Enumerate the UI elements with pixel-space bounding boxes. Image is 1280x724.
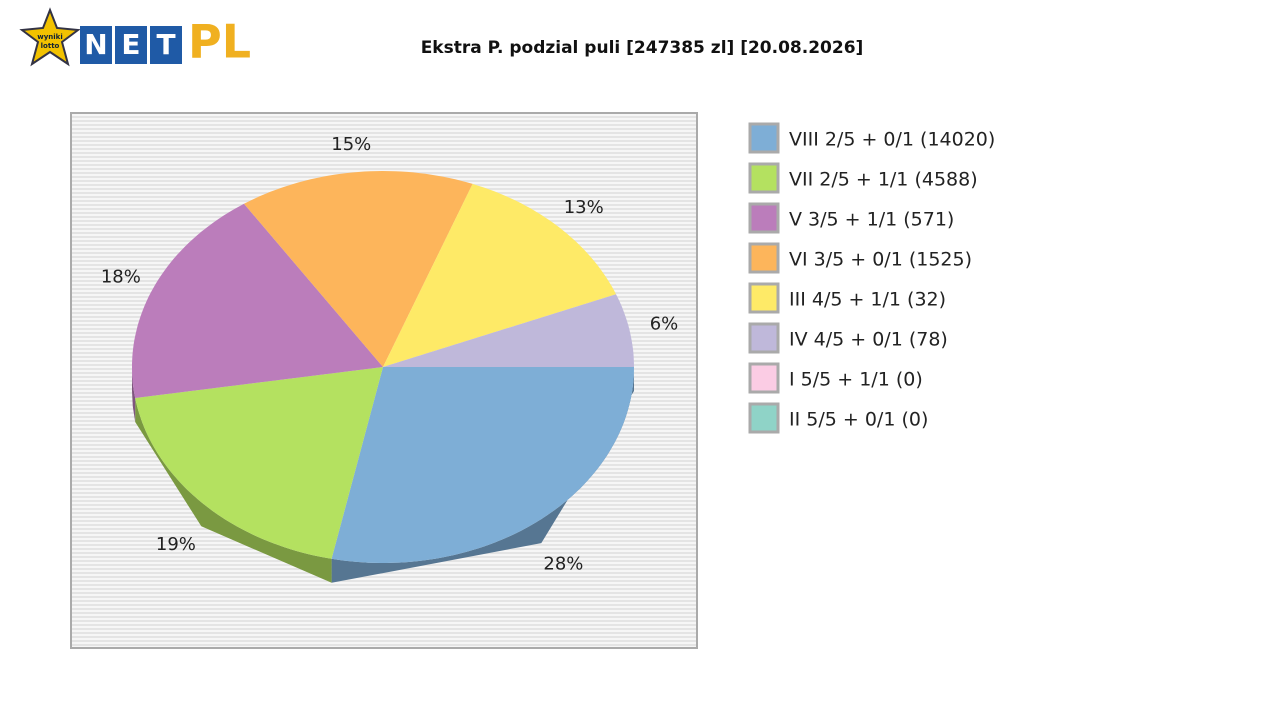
legend-label: II 5/5 + 0/1 (0) (789, 409, 928, 431)
legend-label: I 5/5 + 1/1 (0) (789, 369, 923, 391)
logo-box (150, 26, 182, 64)
legend-label: VI 3/5 + 0/1 (1525) (789, 249, 972, 271)
logo-letter: E (121, 28, 140, 61)
logo-badge: wyniki (37, 33, 62, 41)
pie-slice (132, 203, 383, 398)
data-label: 28% (543, 553, 583, 574)
legend-swatch (748, 282, 780, 314)
data-label: 13% (564, 197, 604, 218)
pie-slice (383, 183, 616, 367)
logo-box (115, 26, 147, 64)
logo: wyniki lotto N E T PL (19, 7, 251, 69)
logo-star (19, 7, 81, 67)
legend-label: III 4/5 + 1/1 (32) (789, 289, 946, 311)
legend-label: V 3/5 + 1/1 (571) (789, 209, 954, 231)
logo-letter: N (84, 28, 107, 61)
legend-swatch (748, 122, 780, 154)
chart-title: Ekstra P. podzial puli [247385 zl] [20.0… (421, 38, 864, 58)
pie-slice (331, 367, 634, 563)
legend-swatch (748, 362, 780, 394)
pie-slice (135, 367, 383, 559)
legend-label: IV 4/5 + 0/1 (78) (789, 329, 948, 351)
logo-box (80, 26, 112, 64)
logo-suffix: PL (188, 15, 251, 69)
legend-swatch (748, 402, 780, 434)
logo-letter: T (156, 28, 175, 61)
data-label: 15% (331, 134, 371, 155)
pie-slice (383, 294, 634, 367)
data-label: 6% (650, 314, 679, 335)
pie-side (135, 398, 332, 583)
data-label: 18% (101, 266, 141, 287)
legend-swatch (748, 242, 780, 274)
pie-slice (244, 171, 473, 367)
legend-swatch (748, 322, 780, 354)
data-label: 19% (156, 534, 196, 555)
legend-swatch (748, 162, 780, 194)
legend-label: VII 2/5 + 1/1 (4588) (789, 169, 978, 191)
legend-label: VIII 2/5 + 0/1 (14020) (789, 129, 995, 151)
logo-badge: lotto (41, 42, 60, 50)
pie-side (132, 367, 136, 422)
legend-swatch (748, 202, 780, 234)
